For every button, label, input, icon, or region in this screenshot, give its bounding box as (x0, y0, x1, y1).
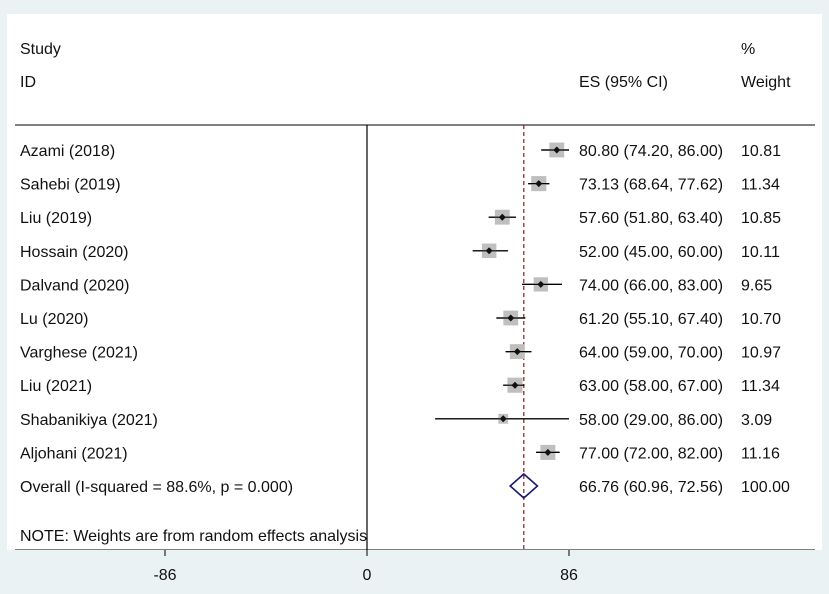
forest-plot: Study ID ES (95% CI) % Weight NOTE: Weig… (15, 41, 815, 550)
point-estimate (535, 180, 543, 188)
es-ci-label: 80.80 (74.20, 86.00) (579, 143, 723, 160)
header-es: ES (95% CI) (579, 74, 668, 91)
x-tick-label: 86 (560, 567, 578, 584)
overall-label: Overall (I-squared = 88.6%, p = 0.000) (20, 479, 293, 496)
weight-label: 10.11 (741, 244, 780, 261)
weight-label: 3.09 (741, 412, 772, 429)
header-id: ID (20, 74, 36, 91)
header-weight-percent: % (741, 41, 755, 58)
overall-weight-label: 100.00 (741, 479, 790, 496)
study-label: Varghese (2021) (20, 345, 138, 362)
point-estimate (498, 213, 506, 221)
weight-label: 9.65 (741, 277, 772, 294)
study-label: Azami (2018) (20, 143, 115, 160)
x-tick-label: 0 (363, 567, 372, 584)
weight-label: 11.34 (741, 177, 780, 194)
point-estimate (499, 415, 507, 423)
header-weight: Weight (741, 74, 791, 91)
x-tick-label: -86 (153, 567, 176, 584)
study-label: Lu (2020) (20, 311, 89, 328)
es-ci-label: 77.00 (72.00, 82.00) (579, 445, 723, 462)
study-label: Hossain (2020) (20, 244, 129, 261)
header-study: Study (20, 41, 61, 58)
weight-label: 11.16 (741, 445, 780, 462)
point-estimate (544, 448, 552, 456)
weight-label: 11.34 (741, 378, 780, 395)
study-label: Sahebi (2019) (20, 177, 121, 194)
es-ci-label: 63.00 (58.00, 67.00) (579, 378, 723, 395)
es-ci-label: 57.60 (51.80, 63.40) (579, 210, 723, 227)
es-ci-label: 58.00 (29.00, 86.00) (579, 412, 723, 429)
es-ci-label: 52.00 (45.00, 60.00) (579, 244, 723, 261)
plot-panel: Study ID ES (95% CI) % Weight NOTE: Weig… (7, 14, 822, 584)
study-label: Liu (2021) (20, 378, 92, 395)
weight-label: 10.70 (741, 311, 781, 328)
es-ci-label: 61.20 (55.10, 67.40) (579, 311, 723, 328)
point-estimate (511, 381, 519, 389)
point-estimate (485, 247, 493, 255)
study-label: Shabanikiya (2021) (20, 412, 158, 429)
es-ci-label: 74.00 (66.00, 83.00) (579, 277, 723, 294)
es-ci-label: 64.00 (59.00, 70.00) (579, 345, 723, 362)
weight-label: 10.85 (741, 210, 781, 227)
point-estimate (513, 348, 521, 356)
chart-marks: Azami (2018) 80.80 (74.20, 86.00) 10.81 Sah… (20, 125, 790, 550)
overall-diamond (508, 472, 539, 500)
study-label: Liu (2019) (20, 210, 92, 227)
weights-note: NOTE: Weights are from random effects an… (20, 528, 367, 545)
overall-es-ci-label: 66.76 (60.96, 72.56) (579, 479, 723, 496)
study-label: Dalvand (2020) (20, 277, 129, 294)
x-axis: -86 0 86 (153, 550, 578, 584)
point-estimate (553, 146, 561, 154)
weight-label: 10.81 (741, 143, 781, 160)
point-estimate (537, 280, 545, 288)
es-ci-label: 73.13 (68.64, 77.62) (579, 177, 723, 194)
point-estimate (507, 314, 515, 322)
study-label: Aljohani (2021) (20, 445, 128, 462)
weight-label: 10.97 (741, 345, 781, 362)
